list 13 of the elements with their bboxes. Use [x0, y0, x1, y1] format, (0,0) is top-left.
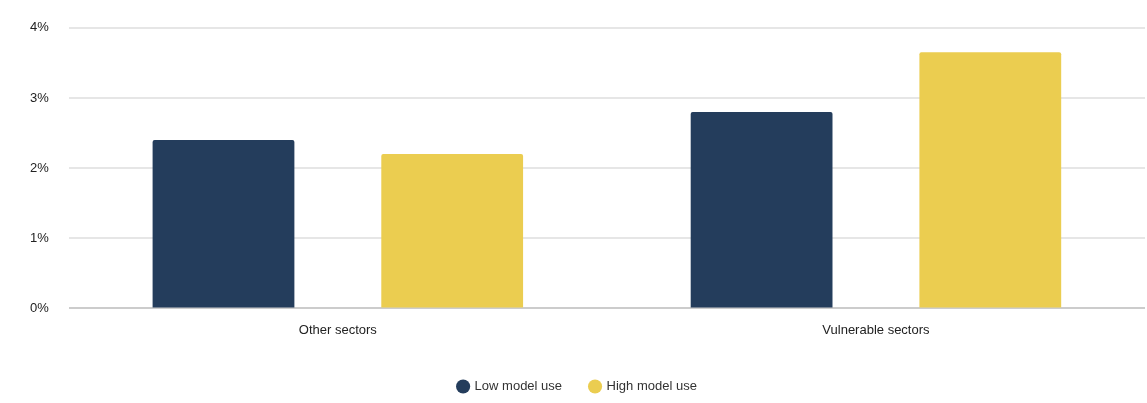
y-tick-label: 4%	[29, 19, 50, 35]
legend-label: Low model use	[474, 378, 563, 394]
bar	[152, 140, 295, 308]
bar	[690, 111, 833, 308]
legend-label: High model use	[606, 378, 697, 394]
bar	[919, 52, 1062, 308]
y-tick-label: 3%	[29, 89, 50, 105]
x-tick-label: Vulnerable sectors	[822, 321, 931, 337]
y-tick-label: 0%	[29, 299, 50, 315]
x-tick-label: Other sectors	[298, 321, 378, 337]
y-tick-label: 1%	[29, 229, 50, 245]
bar	[381, 154, 524, 308]
y-tick-label: 2%	[29, 159, 50, 175]
